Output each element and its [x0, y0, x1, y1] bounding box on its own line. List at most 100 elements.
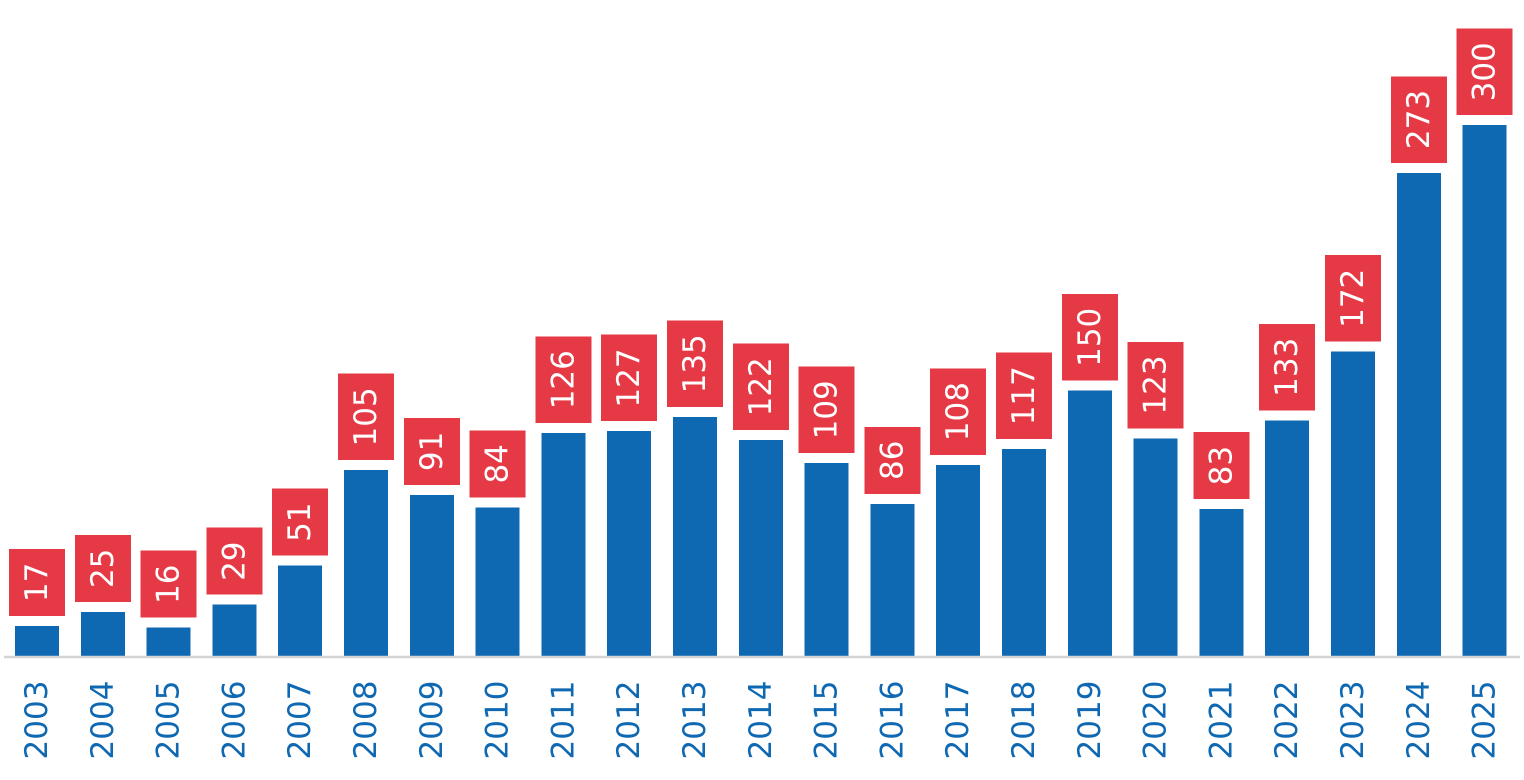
data-label-2005: 16 — [140, 550, 197, 618]
bar-2009 — [409, 494, 454, 656]
data-label-text-2020: 123 — [1138, 355, 1174, 414]
data-label-2014: 122 — [732, 343, 789, 431]
data-label-box-2014 — [732, 343, 789, 431]
data-label-box-2021 — [1193, 432, 1250, 500]
x-tick-label-2012: 2012 — [611, 681, 647, 760]
x-tick-label-2025: 2025 — [1467, 681, 1503, 760]
bar-2012 — [607, 431, 652, 656]
data-label-text-2006: 29 — [216, 541, 252, 580]
x-tick-label-2007: 2007 — [282, 681, 318, 760]
bar-2016 — [870, 503, 915, 656]
bar-2010 — [475, 507, 520, 656]
data-label-box-2017 — [930, 368, 987, 455]
data-labels-layer: 17 25 16 29 51 105 91 84 126 127 135 122 109 86 108 117… — [9, 28, 1513, 618]
x-tick-label-2021: 2021 — [1203, 681, 1239, 760]
x-tick-label-2016: 2016 — [874, 681, 910, 760]
bar-2023 — [1331, 351, 1375, 656]
bar-2013 — [673, 417, 717, 656]
data-label-text-2019: 150 — [1072, 308, 1108, 367]
x-tick-label-2011: 2011 — [545, 681, 581, 760]
x-tick-label-2015: 2015 — [809, 681, 845, 760]
bar-2014 — [738, 440, 783, 656]
data-label-text-2025: 300 — [1467, 42, 1503, 101]
x-tick-label-2003: 2003 — [19, 681, 55, 760]
data-label-2013: 135 — [667, 320, 723, 408]
data-label-box-2010 — [469, 430, 526, 498]
x-tick-labels-layer: 2003 2004 2005 2006 2007 2008 2009 2010 2011 2012… — [19, 681, 1503, 760]
data-label-box-2007 — [272, 488, 329, 556]
data-label-2012: 127 — [601, 334, 658, 422]
data-label-box-2016 — [864, 426, 921, 494]
data-label-2025: 300 — [1456, 28, 1513, 115]
bar-2006 — [212, 604, 257, 656]
data-label-2017: 108 — [930, 368, 987, 455]
bar-2004 — [80, 611, 125, 657]
data-label-box-2019 — [1061, 294, 1118, 381]
data-label-box-2003 — [9, 548, 65, 616]
data-label-text-2004: 25 — [85, 549, 121, 588]
bar-2017 — [936, 464, 981, 656]
bars-layer — [15, 125, 1507, 657]
data-label-2020: 123 — [1127, 341, 1184, 429]
bar-2015 — [804, 463, 849, 656]
bar-2022 — [1265, 420, 1310, 656]
data-label-text-2016: 86 — [874, 441, 910, 480]
data-label-2006: 29 — [206, 527, 263, 595]
data-label-2024: 273 — [1390, 76, 1447, 163]
data-label-text-2021: 83 — [1203, 446, 1239, 485]
data-label-text-2012: 127 — [611, 348, 647, 407]
data-label-text-2007: 51 — [282, 502, 318, 541]
data-label-box-2008 — [338, 373, 394, 461]
data-label-text-2022: 133 — [1269, 338, 1305, 397]
data-label-text-2008: 105 — [348, 387, 384, 446]
data-label-box-2013 — [667, 320, 723, 408]
x-tick-label-2017: 2017 — [940, 681, 976, 760]
x-tick-label-2014: 2014 — [743, 681, 779, 760]
bar-2003 — [15, 625, 59, 656]
data-label-text-2005: 16 — [151, 564, 187, 603]
data-label-text-2011: 126 — [545, 350, 581, 409]
data-label-box-2004 — [74, 534, 131, 602]
data-label-text-2018: 117 — [1006, 366, 1042, 425]
x-tick-label-2006: 2006 — [216, 681, 252, 760]
data-label-text-2003: 17 — [19, 563, 55, 602]
bar-2020 — [1133, 438, 1178, 656]
data-label-text-2013: 135 — [677, 334, 713, 393]
bar-2007 — [278, 565, 323, 656]
data-label-text-2015: 109 — [809, 380, 845, 439]
data-label-2022: 133 — [1259, 324, 1316, 411]
data-label-box-2015 — [798, 366, 855, 454]
data-label-2021: 83 — [1193, 432, 1250, 500]
data-label-2018: 117 — [996, 352, 1052, 439]
bar-2011 — [541, 433, 586, 656]
data-label-box-2020 — [1127, 341, 1184, 429]
data-label-box-2006 — [206, 527, 263, 595]
data-label-text-2014: 122 — [743, 357, 779, 416]
x-tick-label-2005: 2005 — [151, 681, 187, 760]
x-tick-label-2010: 2010 — [480, 681, 516, 760]
x-tick-label-2013: 2013 — [677, 681, 713, 760]
data-label-box-2011 — [535, 336, 592, 423]
data-label-box-2009 — [403, 417, 460, 485]
bar-2024 — [1396, 172, 1441, 657]
x-tick-label-2009: 2009 — [414, 681, 450, 760]
data-label-box-2024 — [1390, 76, 1447, 163]
data-label-2016: 86 — [864, 426, 921, 494]
x-tick-label-2022: 2022 — [1269, 681, 1305, 760]
data-label-2003: 17 — [9, 548, 65, 616]
x-tick-label-2008: 2008 — [348, 681, 384, 760]
bar-2021 — [1199, 509, 1244, 656]
x-tick-label-2024: 2024 — [1401, 681, 1437, 760]
data-label-2011: 126 — [535, 336, 592, 423]
bar-2018 — [1002, 448, 1046, 656]
x-tick-label-2004: 2004 — [85, 681, 121, 760]
data-label-2015: 109 — [798, 366, 855, 454]
data-label-2010: 84 — [469, 430, 526, 498]
data-label-box-2022 — [1259, 324, 1316, 411]
data-label-box-2005 — [140, 550, 197, 618]
x-tick-label-2023: 2023 — [1335, 681, 1371, 760]
data-label-2019: 150 — [1061, 294, 1118, 381]
x-tick-label-2019: 2019 — [1072, 681, 1108, 760]
